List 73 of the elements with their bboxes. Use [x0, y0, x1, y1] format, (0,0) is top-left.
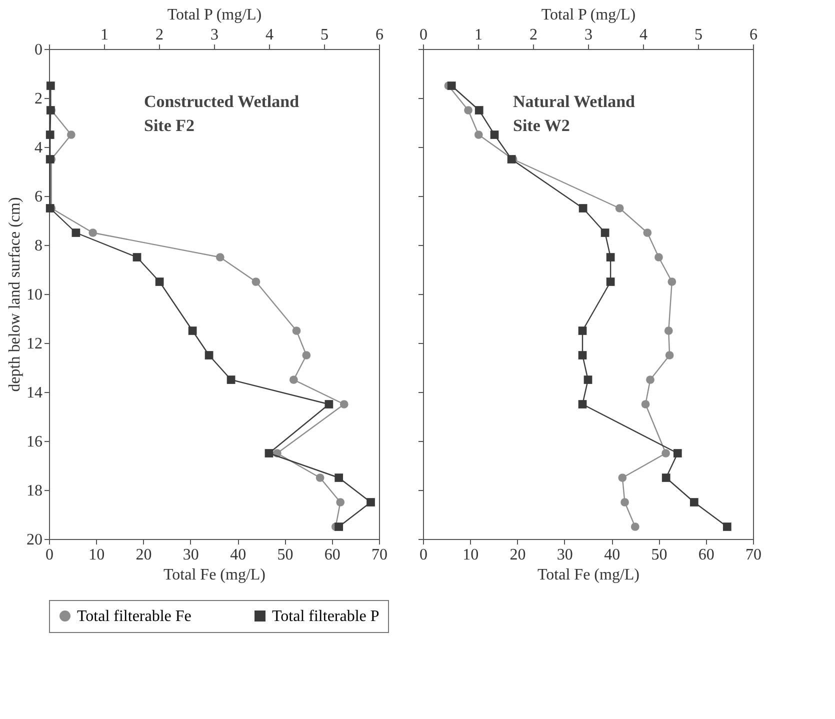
point	[464, 106, 472, 114]
annotation: Natural Wetland Site W2	[513, 92, 636, 135]
x-tick-label: 30	[556, 546, 573, 564]
legend-label: Total filterable Fe	[77, 608, 192, 625]
y-axis-title: depth below land surface (cm)	[6, 197, 24, 392]
x2-axis-title: Total P (mg/L)	[541, 6, 636, 24]
annotation: Constructed Wetland Site F2	[144, 92, 300, 135]
x-tick-label: 50	[277, 546, 294, 564]
point	[630, 522, 640, 531]
y-tick-label: 0	[34, 42, 42, 58]
x2-tick-label: 2	[530, 26, 538, 44]
y-tick-label: 6	[34, 188, 42, 206]
x2-tick-label: 4	[640, 26, 648, 44]
point	[668, 278, 676, 286]
y-tick-label: 2	[34, 90, 42, 108]
point	[615, 204, 624, 212]
x-tick-label: 40	[230, 546, 246, 564]
point	[216, 253, 224, 262]
x2-tick-label: 6	[376, 26, 384, 44]
x2-tick-label: 4	[266, 26, 274, 44]
x-axis-title: Total Fe (mg/L)	[164, 566, 266, 584]
y-tick-label: 14	[26, 384, 42, 402]
y-tick-label: 20	[26, 532, 42, 548]
point	[618, 474, 627, 482]
x-tick-label: 60	[698, 546, 714, 564]
point	[620, 498, 629, 506]
point	[664, 326, 673, 335]
point	[665, 351, 674, 360]
x-tick-label: 50	[651, 546, 668, 564]
x2-tick-label: 1	[100, 26, 108, 44]
x2-tick-label: 3	[584, 26, 592, 44]
point	[654, 253, 663, 262]
x-tick-label: 20	[510, 546, 526, 564]
x2-tick-label: 6	[750, 26, 758, 44]
x-tick-label: 70	[372, 546, 388, 564]
x2-tick-label: 5	[320, 26, 328, 44]
point	[641, 400, 650, 408]
point	[66, 130, 76, 139]
x2-tick-label: 3	[210, 26, 218, 44]
point	[292, 326, 301, 335]
point	[336, 498, 345, 506]
point	[662, 449, 670, 458]
x-tick-label: 20	[136, 546, 152, 564]
point	[302, 351, 311, 360]
x-tick-label: 60	[324, 546, 340, 564]
x2-tick-label: 5	[694, 26, 702, 44]
y-tick-label: 16	[26, 434, 42, 450]
x-tick-label: 0	[420, 546, 428, 564]
point	[646, 376, 654, 384]
x-tick-label: 0	[46, 546, 54, 564]
x-axis-title: Total Fe (mg/L)	[538, 566, 640, 584]
x2-tick-label: 2	[156, 26, 164, 44]
x2-tick-label: 1	[474, 26, 482, 44]
x2-axis-title: Total P (mg/L)	[167, 6, 262, 24]
y-tick-label: 12	[26, 336, 42, 352]
x-tick-label: 70	[746, 546, 762, 564]
point	[643, 228, 652, 237]
x-tick-label: 10	[88, 546, 105, 564]
x2-tick-label: 0	[420, 26, 428, 44]
point	[340, 400, 348, 408]
x-tick-label: 10	[462, 546, 479, 564]
x-tick-label: 40	[604, 546, 620, 564]
point	[252, 278, 260, 286]
point	[88, 228, 98, 237]
point	[316, 474, 324, 482]
point	[474, 130, 483, 139]
legend-label: Total filterable P	[272, 608, 380, 625]
y-tick-label: 18	[26, 482, 42, 500]
y-tick-label: 8	[34, 238, 42, 254]
point	[289, 376, 298, 384]
y-tick-label: 4	[34, 140, 42, 156]
x-tick-label: 30	[182, 546, 199, 564]
y-tick-label: 10	[26, 286, 42, 304]
